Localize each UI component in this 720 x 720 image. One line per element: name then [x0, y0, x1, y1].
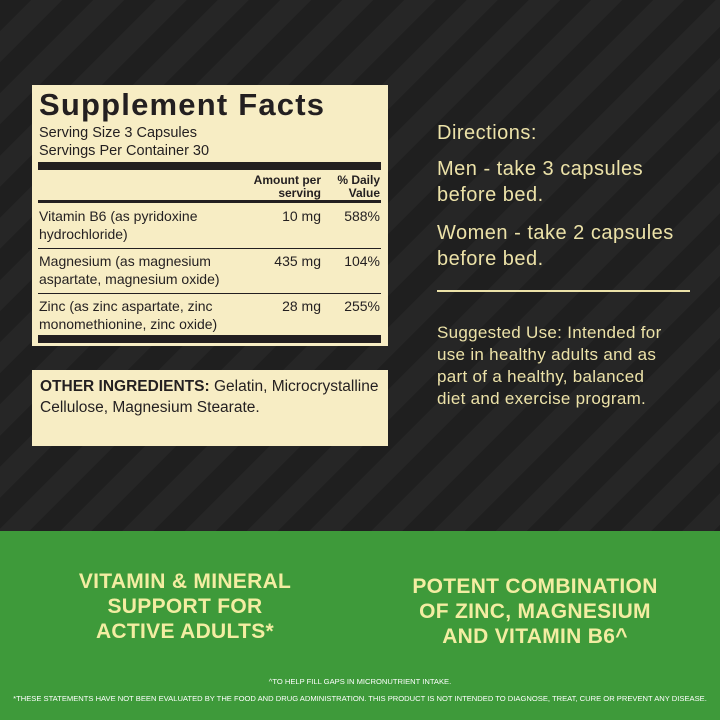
suggested-use: use in healthy adults and as: [437, 345, 657, 364]
directions-line: Women - take 2 capsules: [437, 222, 674, 244]
serving-size: Serving Size 3 Capsules: [39, 125, 197, 141]
footnote: *THESE STATEMENTS HAVE NOT BEEN EVALUATE…: [13, 694, 707, 703]
claim-line: VITAMIN & MINERAL: [78, 570, 292, 593]
nutrient-name: hydrochloride): [39, 226, 128, 242]
claim-line: POTENT COMBINATION: [412, 575, 658, 598]
servings-per-container: Servings Per Container 30: [39, 143, 210, 159]
nutrient-name: Vitamin B6 (as pyridoxine: [39, 208, 198, 224]
footnote: ^TO HELP FILL GAPS IN MICRONUTRIENT INTA…: [268, 677, 452, 686]
claim-line: SUPPORT FOR: [107, 595, 263, 618]
suggested-use: Suggested Use: Intended for: [437, 323, 662, 342]
supplement-facts-panel: Supplement Facts Serving Size 3 Capsules…: [32, 85, 388, 346]
dv-header: % Daily Value: [337, 173, 380, 200]
claim-line: AND VITAMIN B6^: [442, 625, 628, 648]
amount-header: Amount per serving: [253, 173, 321, 200]
rule: [38, 248, 381, 249]
amount: 435 mg: [274, 253, 321, 269]
daily-value: 104%: [344, 253, 380, 269]
amount: 28 mg: [282, 298, 321, 314]
nutrient-name: Zinc (as zinc aspartate, zinc: [39, 298, 213, 314]
claim-line: ACTIVE ADULTS*: [95, 620, 275, 643]
divider: [437, 290, 690, 292]
directions-line: Men - take 3 capsules: [437, 158, 644, 180]
facts-title: Supplement Facts: [39, 87, 326, 122]
claim-line: OF ZINC, MAGNESIUM: [419, 600, 651, 623]
other-ingredients: OTHER INGREDIENTS: Gelatin, Microcrystal…: [40, 376, 380, 418]
rule: [38, 293, 381, 294]
directions-line: before bed.: [437, 248, 544, 270]
rule: [38, 200, 381, 203]
directions-title: Directions:: [437, 122, 537, 144]
claim: POTENT COMBINATION OF ZINC, MAGNESIUM AN…: [370, 574, 700, 649]
nutrient-name: aspartate, magnesium oxide): [39, 271, 220, 287]
daily-value: 255%: [344, 298, 380, 314]
claims-band: VITAMIN & MINERAL SUPPORT FOR ACTIVE ADU…: [0, 531, 720, 720]
daily-value: 588%: [344, 208, 380, 224]
thick-rule: [38, 335, 381, 343]
suggested-use: part of a healthy, balanced: [437, 367, 645, 386]
other-ingredients-text: Gelatin, Microcrystalline Cellulose, Mag…: [40, 378, 379, 416]
directions-line: before bed.: [437, 184, 544, 206]
amount: 10 mg: [282, 208, 321, 224]
thick-rule: [38, 162, 381, 170]
other-ingredients-label: OTHER INGREDIENTS:: [40, 378, 210, 395]
suggested-use: diet and exercise program.: [437, 389, 647, 408]
other-ingredients-panel: OTHER INGREDIENTS: Gelatin, Microcrystal…: [32, 370, 388, 446]
claim: VITAMIN & MINERAL SUPPORT FOR ACTIVE ADU…: [20, 569, 350, 644]
nutrient-name: monomethionine, zinc oxide): [39, 316, 218, 332]
nutrient-name: Magnesium (as magnesium: [39, 253, 211, 269]
